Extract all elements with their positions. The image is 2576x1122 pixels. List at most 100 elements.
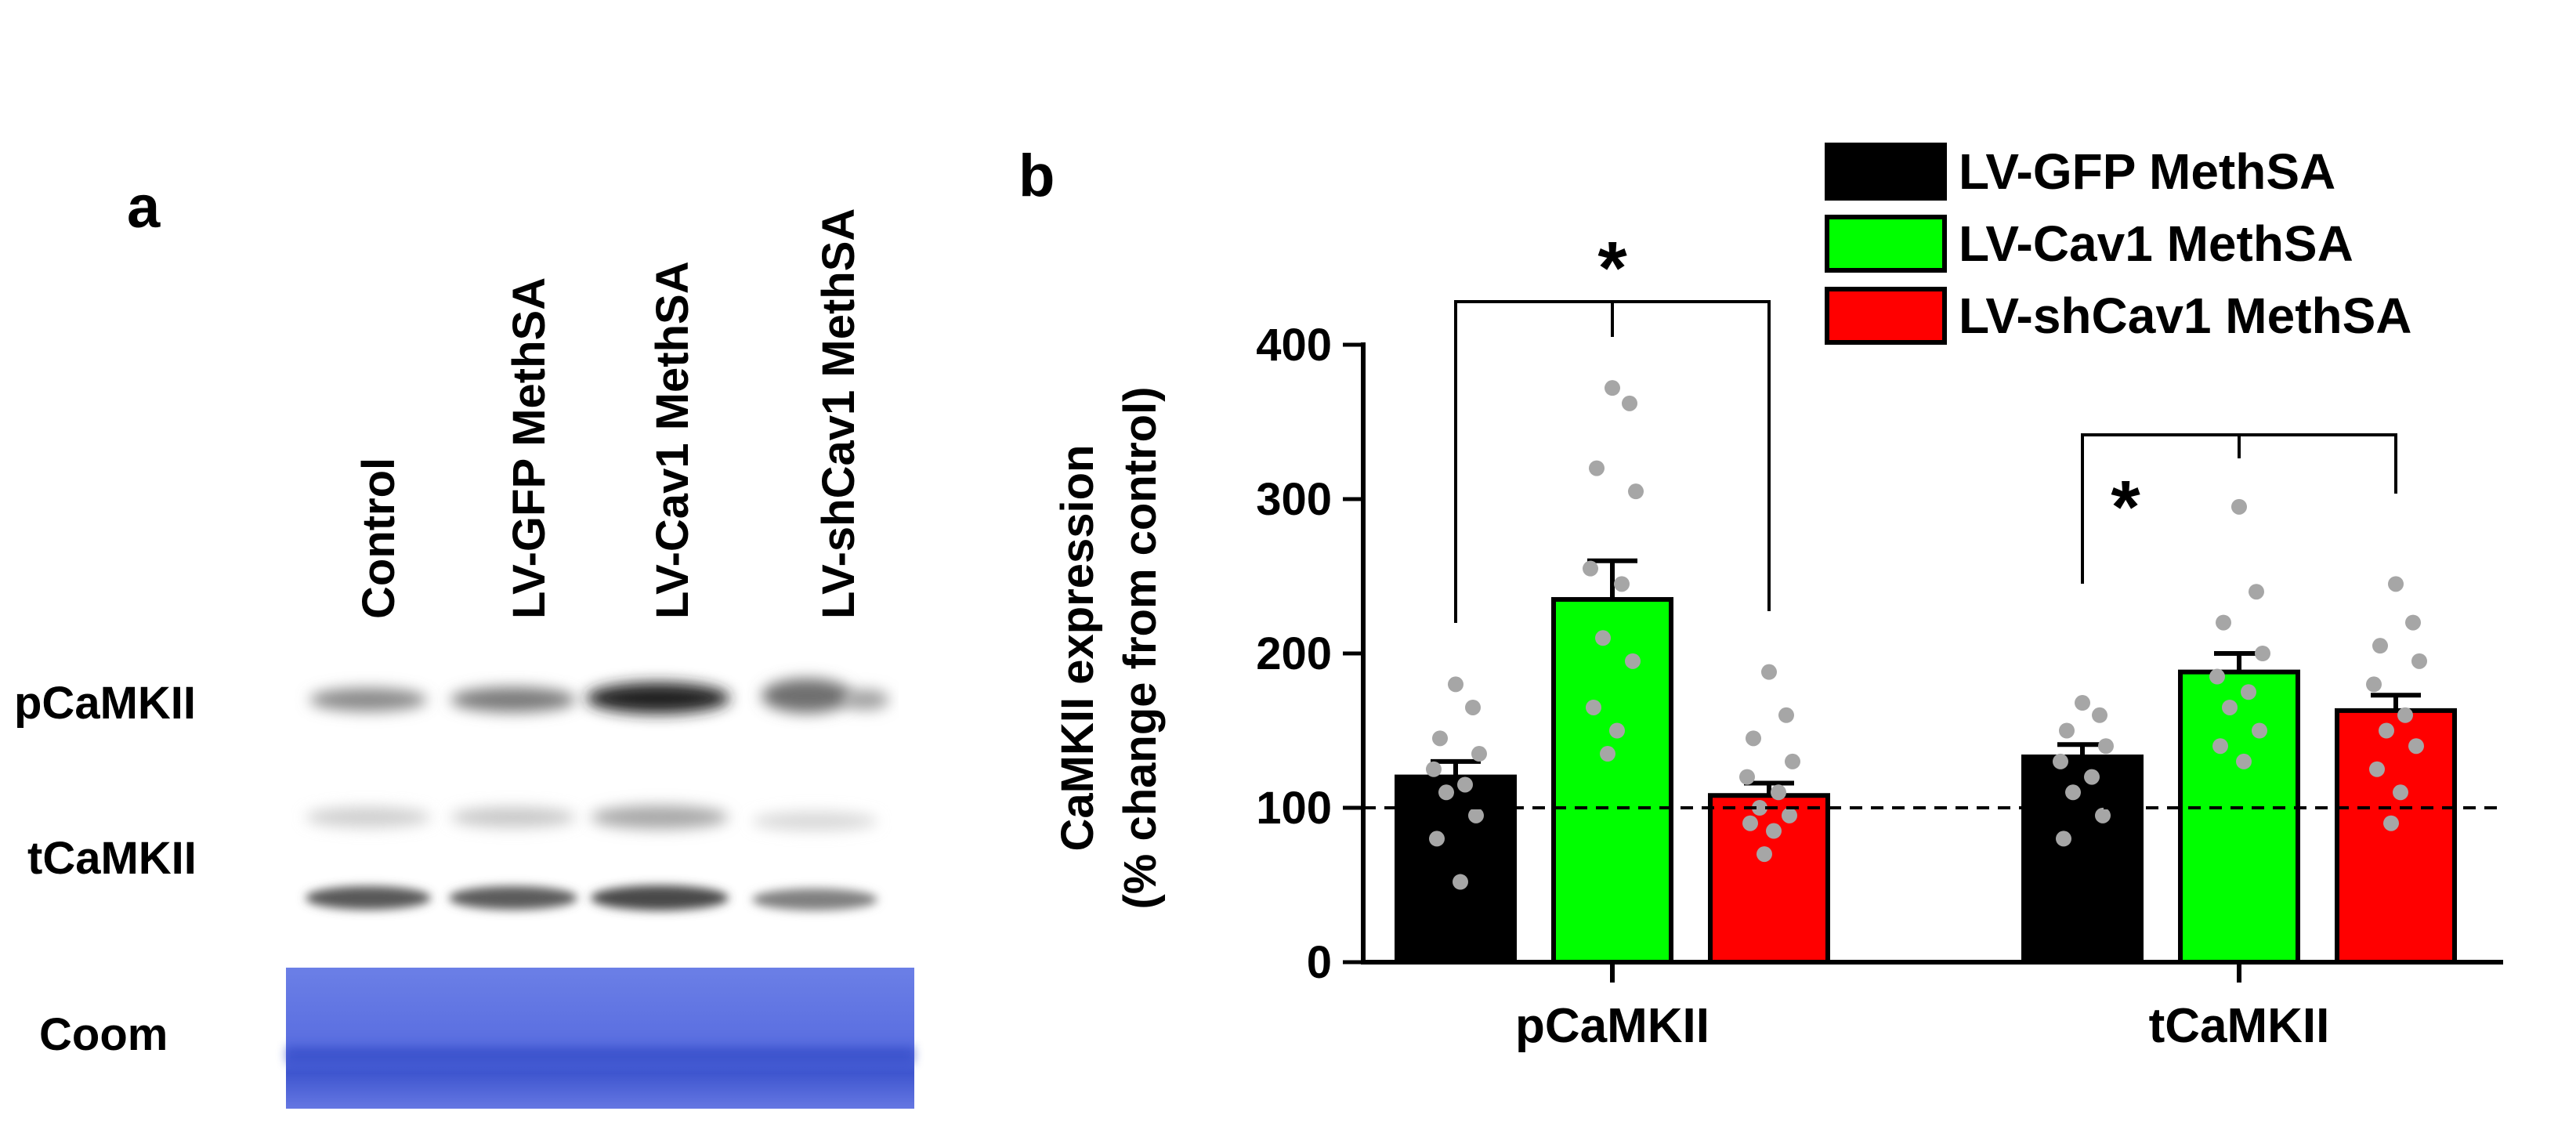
x-axis-labels: pCaMKII tCaMKII [1515, 999, 2329, 1053]
lane-label-control: Control [353, 458, 404, 619]
data-point [2095, 807, 2111, 823]
legend-label-lv-cav1-methsa: LV-Cav1 MethSA [1959, 215, 2353, 272]
data-point [2059, 722, 2075, 739]
data-point [2231, 498, 2247, 515]
data-point [2408, 738, 2424, 755]
data-point [2379, 722, 2394, 739]
data-point [2056, 831, 2071, 847]
y-tick-label: 100 [1256, 783, 1332, 834]
data-point [2212, 738, 2228, 755]
data-point [1583, 560, 1598, 577]
x-label-tcamkii: tCaMKII [2149, 999, 2330, 1053]
y-tick-label: 0 [1307, 937, 1332, 988]
data-point [1471, 746, 1487, 762]
data-point [2383, 815, 2399, 831]
significance-brackets: ** [1454, 226, 2397, 623]
axes [1361, 342, 2503, 983]
data-point [2411, 653, 2427, 669]
data-point [2366, 676, 2382, 693]
data-point [1757, 846, 1772, 863]
legend: LV-GFP MethSA LV-Cav1 MethSA LV-shCav1 Met… [1825, 143, 2412, 345]
data-point [1742, 815, 1758, 831]
lane-labels: Control LV-GFP MethSA LV-Cav1 MethSA LV-… [353, 208, 864, 619]
data-point [2249, 584, 2264, 600]
legend-swatch-lv-shcav1-methsa [1825, 287, 1947, 345]
data-point [1628, 483, 1644, 500]
data-point [1785, 753, 1800, 769]
data-point [2397, 707, 2413, 723]
y-tick-label: 400 [1256, 320, 1332, 371]
data-point [2075, 695, 2090, 711]
data-point [2372, 638, 2388, 654]
y-axis-ticks: 0 100 200 300 400 [1256, 320, 1363, 988]
legend-label-lv-shcav1-methsa: LV-shCav1 MethSA [1959, 288, 2412, 344]
significance-star: * [2111, 465, 2140, 549]
data-point [2393, 784, 2408, 801]
data-point [1589, 460, 1605, 476]
data-point [1609, 722, 1625, 739]
legend-label-lv-gfp-methsa: LV-GFP MethSA [1959, 143, 2335, 200]
data-point [2065, 784, 2081, 801]
data-point [2084, 769, 2100, 785]
data-point [2236, 753, 2252, 769]
data-point [1622, 395, 1637, 411]
data-point [1438, 784, 1454, 801]
data-point [2216, 614, 2231, 631]
data-point [2241, 684, 2256, 700]
data-point [1595, 630, 1611, 646]
legend-swatch-lv-gfp-methsa [1825, 143, 1947, 201]
data-point [1448, 676, 1463, 693]
data-point [1605, 380, 1620, 396]
data-point [2388, 576, 2404, 592]
data-point [2098, 738, 2114, 755]
coomassie-panel [286, 968, 914, 1109]
data-point [2369, 761, 2385, 777]
y-axis-title: CaMKII expression [1052, 445, 1103, 852]
data-point [1586, 699, 1601, 715]
data-point [2405, 614, 2421, 631]
data-point [1771, 784, 1786, 801]
data-point [1625, 653, 1641, 669]
data-point [2222, 699, 2238, 715]
row-label-tcamkii: tCaMKII [27, 833, 197, 884]
y-tick-label: 200 [1256, 628, 1332, 679]
legend-swatch-lv-cav1-methsa [1825, 215, 1947, 273]
x-label-pcamkii: pCaMKII [1515, 999, 1709, 1053]
bar-lv-shcav1-methsa-tcamkii [2335, 708, 2457, 965]
data-point [1746, 730, 1761, 747]
data-point [1468, 807, 1484, 823]
data-point [1429, 831, 1445, 847]
lane-label-lv-gfp: LV-GFP MethSA [504, 277, 555, 619]
row-label-coom: Coom [39, 1009, 168, 1060]
data-point [1432, 730, 1448, 747]
data-point [1457, 776, 1473, 793]
data-point [2053, 753, 2068, 769]
panel-a: a Control LV-GFP MethSA LV-Cav1 MethSA L… [14, 174, 914, 1109]
data-point [1766, 823, 1782, 839]
data-point [1761, 664, 1777, 680]
data-point [2255, 646, 2270, 661]
panel-a-label: a [127, 174, 161, 241]
data-point [1453, 874, 1468, 890]
y-tick-label: 300 [1256, 474, 1332, 525]
row-label-pcamkii: pCaMKII [14, 678, 196, 729]
bars [1395, 597, 2457, 965]
data-point [1614, 576, 1630, 592]
data-point [1465, 699, 1481, 715]
y-axis-subtitle: (% change from control) [1115, 386, 1166, 909]
bar-lv-gfp-methsa-pcamkii [1395, 774, 1517, 965]
data-point [1426, 761, 1442, 777]
lane-label-lv-cav1: LV-Cav1 MethSA [647, 261, 698, 619]
panel-b-label: b [1018, 143, 1055, 209]
data-point [2092, 707, 2107, 723]
data-point [1782, 807, 1797, 823]
bar-lv-cav1-methsa-tcamkii [2178, 669, 2300, 965]
bar-lv-shcav1-methsa-pcamkii [1708, 793, 1830, 965]
data-point [1752, 800, 1767, 816]
significance-star: * [1597, 226, 1627, 310]
bar-lv-gfp-methsa-tcamkii [2021, 754, 2144, 965]
data-point [1778, 707, 1794, 723]
lane-label-lv-shcav1: LV-shCav1 MethSA [813, 208, 864, 619]
data-point [1739, 769, 1755, 785]
